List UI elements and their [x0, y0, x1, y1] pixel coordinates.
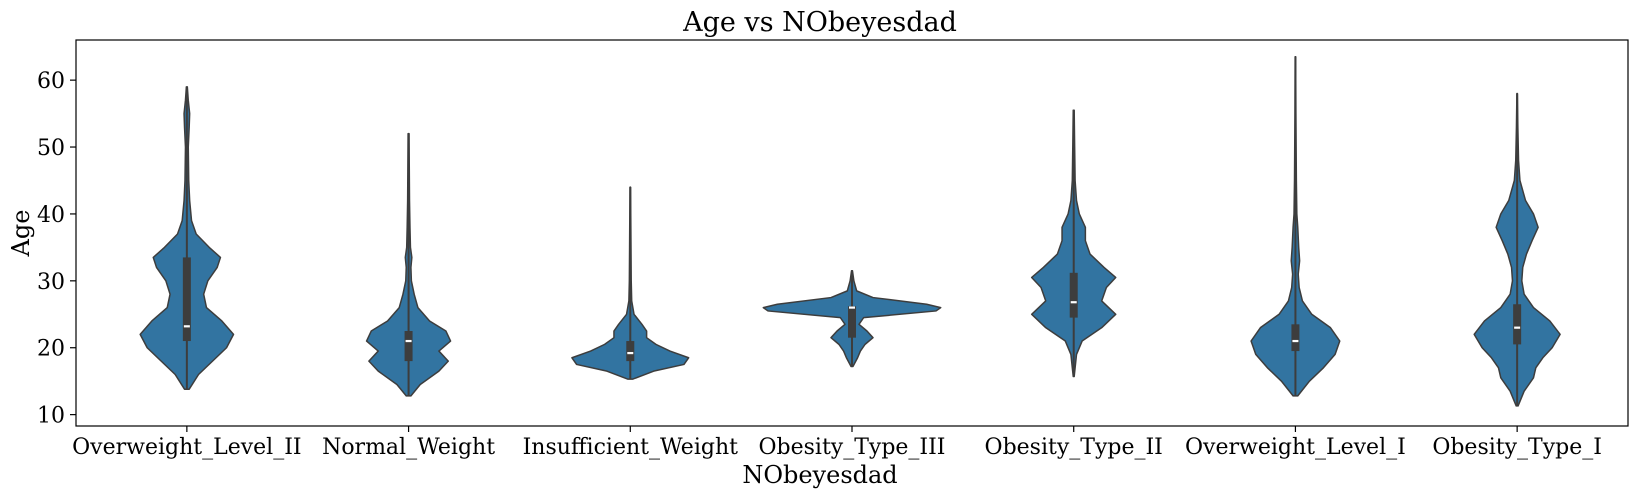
violin-iqr-box: [1069, 272, 1078, 318]
x-tick-label: Obesity_Type_II: [985, 435, 1163, 460]
y-tick-label: 60: [37, 69, 65, 94]
violin-iqr-box: [848, 306, 856, 338]
violin-iqr-box: [1291, 324, 1300, 352]
y-tick-label: 40: [37, 203, 65, 228]
x-tick-label: Overweight_Level_I: [1185, 435, 1406, 460]
x-tick-label: Overweight_Level_II: [72, 435, 301, 460]
violin-iqr-box: [626, 341, 635, 362]
x-tick-label: Obesity_Type_I: [1432, 435, 1602, 460]
x-axis-label: NObeyesdad: [742, 461, 897, 489]
y-axis-label: Age: [7, 210, 35, 258]
x-tick-label: Normal_Weight: [322, 435, 495, 460]
y-tick-label: 20: [37, 337, 65, 362]
violin-iqr-box: [404, 331, 413, 362]
x-axis: Overweight_Level_II Normal_Weight Insuffic…: [72, 426, 1602, 460]
violin-iqr-box: [182, 257, 191, 342]
x-tick-label: Obesity_Type_III: [758, 435, 945, 460]
chart-title: Age vs NObeyesdad: [682, 7, 957, 38]
x-tick-label: Insufficient_Weight: [523, 435, 738, 460]
y-tick-label: 30: [37, 270, 65, 295]
y-axis: 10 20 30 40 50 60: [37, 69, 76, 429]
plot-frame: [75, 39, 1629, 427]
y-tick-label: 50: [37, 136, 65, 161]
violin-iqr-box: [1513, 304, 1522, 345]
y-tick-label: 10: [37, 404, 65, 429]
plot-area: [139, 55, 1561, 407]
